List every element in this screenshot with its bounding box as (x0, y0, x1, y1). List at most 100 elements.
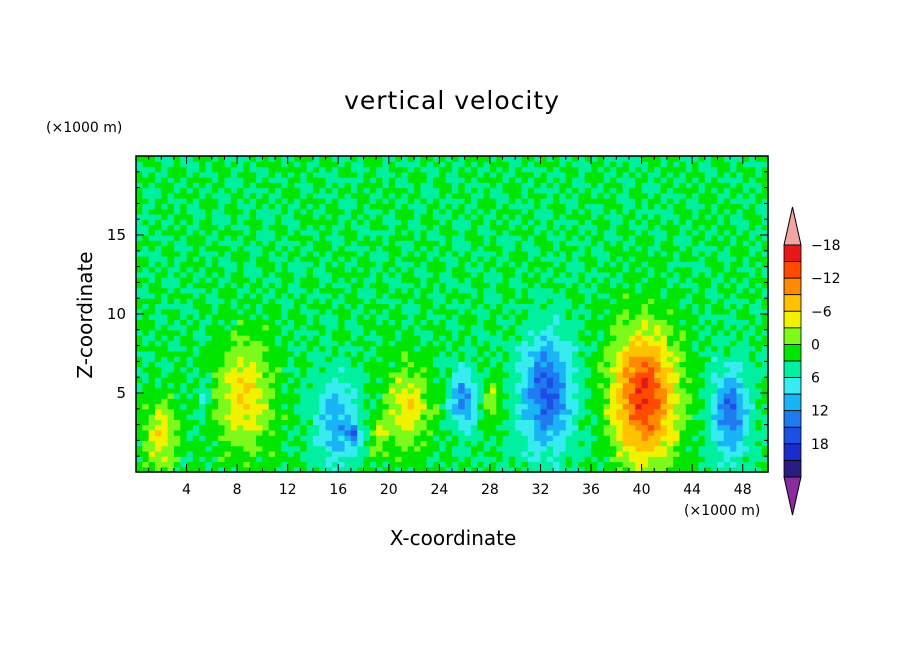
heatmap-cell (344, 366, 352, 373)
heatmap-cell (376, 192, 384, 199)
heatmap-cell (420, 382, 428, 389)
heatmap-cell (502, 314, 510, 320)
heatmap-cell (591, 382, 598, 389)
heatmap-cell (161, 261, 169, 268)
heatmap-cell (527, 287, 535, 294)
heatmap-cell (622, 287, 630, 294)
heatmap-cell (641, 219, 649, 226)
heatmap-cell (407, 256, 415, 262)
heatmap-cell (243, 245, 251, 252)
heatmap-cell (287, 335, 295, 341)
heatmap-cell (628, 256, 636, 262)
heatmap-cell (369, 303, 377, 310)
heatmap-cell (363, 393, 371, 399)
heatmap-cell (628, 356, 636, 362)
heatmap-cell (243, 461, 251, 468)
heatmap-cell (331, 329, 339, 336)
heatmap-cell (420, 319, 428, 326)
heatmap-cell (199, 282, 207, 289)
heatmap-cell (312, 187, 320, 194)
heatmap-cell (433, 229, 440, 236)
heatmap-cell (433, 324, 440, 331)
heatmap-cell (287, 156, 295, 162)
heatmap-cell (319, 340, 327, 347)
heatmap-cell (205, 398, 213, 405)
heatmap-cell (262, 371, 270, 378)
heatmap-cell (186, 198, 194, 204)
heatmap-cell (142, 219, 150, 226)
heatmap-cell (312, 192, 320, 199)
heatmap-cell (173, 292, 181, 299)
heatmap-cell (243, 350, 251, 357)
heatmap-cell (281, 361, 289, 368)
heatmap-cell (395, 256, 403, 262)
heatmap-cell (439, 156, 447, 162)
heatmap-cell (534, 213, 542, 220)
heatmap-cell (287, 361, 295, 368)
heatmap-cell (546, 466, 554, 473)
heatmap-cell (199, 440, 207, 447)
heatmap-cell (540, 393, 548, 399)
heatmap-cell (192, 408, 200, 415)
heatmap-cell (369, 282, 377, 289)
heatmap-cell (186, 335, 194, 341)
heatmap-cell (161, 208, 169, 215)
heatmap-cell (357, 250, 365, 257)
heatmap-cell (230, 398, 238, 405)
heatmap-cell (628, 403, 636, 410)
heatmap-cell (559, 250, 567, 257)
heatmap-cell (591, 319, 598, 326)
heatmap-cell (294, 219, 301, 226)
heatmap-cell (477, 240, 485, 247)
heatmap-cell (243, 224, 251, 231)
heatmap-cell (205, 208, 213, 215)
heatmap-cell (186, 350, 194, 357)
heatmap-cell (508, 450, 516, 457)
heatmap-cell (521, 208, 529, 215)
heatmap-cell (483, 329, 491, 336)
heatmap-cell (458, 387, 466, 394)
heatmap-cell (350, 319, 358, 326)
heatmap-cell (635, 408, 643, 415)
heatmap-cell (230, 245, 238, 252)
heatmap-cell (439, 256, 447, 262)
heatmap-cell (452, 414, 459, 420)
heatmap-cell (395, 298, 403, 305)
heatmap-cell (230, 466, 238, 473)
heatmap-cell (357, 361, 365, 368)
heatmap-cell (401, 329, 409, 336)
heatmap-cell (647, 287, 655, 294)
heatmap-cell (584, 229, 592, 236)
heatmap-cell (300, 308, 308, 315)
heatmap-cell (224, 461, 232, 468)
heatmap-cell (357, 456, 365, 463)
heatmap-cell (218, 340, 226, 347)
heatmap-cell (628, 319, 636, 326)
heatmap-cell (186, 277, 194, 283)
heatmap-cell (395, 261, 403, 268)
heatmap-cell (540, 377, 548, 384)
heatmap-cell (312, 340, 320, 347)
heatmap-cell (211, 161, 219, 168)
heatmap-cell (382, 398, 390, 405)
heatmap-cell (647, 445, 655, 452)
heatmap-cell (275, 440, 282, 447)
heatmap-cell (243, 324, 251, 331)
heatmap-cell (616, 240, 624, 247)
heatmap-cell (470, 408, 478, 415)
heatmap-cell (249, 356, 257, 362)
heatmap-cell (546, 345, 554, 352)
heatmap-cell (483, 419, 491, 426)
heatmap-cell (407, 208, 415, 215)
heatmap-cell (489, 245, 497, 252)
heatmap-cell (211, 340, 219, 347)
heatmap-cell (395, 398, 403, 405)
heatmap-cell (319, 266, 327, 273)
heatmap-cell (256, 319, 263, 326)
heatmap-cell (205, 393, 213, 399)
heatmap-cell (470, 287, 478, 294)
heatmap-cell (249, 456, 257, 463)
heatmap-cell (237, 340, 245, 347)
heatmap-cell (540, 235, 548, 241)
heatmap-cell (312, 324, 320, 331)
